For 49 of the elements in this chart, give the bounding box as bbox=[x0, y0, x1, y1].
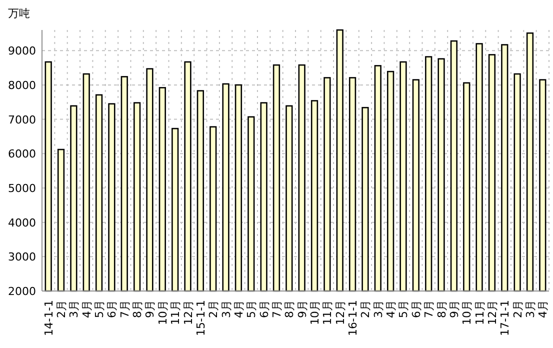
x-tick-label: 6月 bbox=[410, 300, 423, 318]
x-tick-label: 17-1-1 bbox=[498, 300, 512, 336]
x-tick-label: 9月 bbox=[296, 300, 309, 318]
y-tick-label: 9000 bbox=[8, 44, 36, 58]
x-tick-label: 2月 bbox=[55, 300, 68, 318]
y-axis-title: 万吨 bbox=[8, 7, 30, 20]
x-tick-label: 4月 bbox=[384, 300, 398, 318]
y-tick-label: 6000 bbox=[8, 148, 36, 161]
x-tick-label: 8月 bbox=[283, 300, 296, 318]
x-tick-label: 9月 bbox=[144, 300, 157, 318]
y-tick-label: 4000 bbox=[8, 216, 36, 230]
x-tick-label: 14-1-1 bbox=[42, 300, 56, 336]
x-tick-label: 2月 bbox=[359, 300, 372, 318]
y-tick-label: 3000 bbox=[8, 250, 36, 264]
x-tick-label: 11月 bbox=[473, 300, 486, 325]
x-tick-label: 5月 bbox=[397, 300, 410, 318]
x-tick-label: 2月 bbox=[511, 300, 524, 318]
x-tick-label: 2月 bbox=[207, 300, 220, 318]
x-tick-label: 7月 bbox=[118, 300, 132, 318]
x-tick-label: 3月 bbox=[220, 300, 233, 318]
x-tick-label: 4月 bbox=[80, 300, 94, 318]
x-tick-label: 9月 bbox=[448, 300, 461, 318]
x-tick-label: 10月 bbox=[156, 300, 170, 325]
x-tick-label: 15-1-1 bbox=[194, 300, 208, 336]
x-tick-label: 4月 bbox=[232, 300, 246, 318]
x-tick-label: 6月 bbox=[258, 300, 271, 318]
x-tick-label: 11月 bbox=[321, 300, 334, 325]
x-tick-label: 8月 bbox=[435, 300, 448, 318]
x-tick-label: 10月 bbox=[460, 300, 474, 325]
x-tick-label: 8月 bbox=[131, 300, 144, 318]
x-tick-label: 5月 bbox=[245, 300, 258, 318]
y-tick-label: 8000 bbox=[8, 78, 36, 92]
x-tick-label: 6月 bbox=[106, 300, 119, 318]
x-tick-label: 7月 bbox=[270, 300, 284, 318]
x-tick-label: 12月 bbox=[486, 300, 499, 325]
x-tick-label: 5月 bbox=[93, 300, 106, 318]
x-tick-label: 10月 bbox=[308, 300, 322, 325]
x-tick-label: 7月 bbox=[422, 300, 436, 318]
y-tick-label: 5000 bbox=[8, 182, 36, 195]
x-tick-label: 3月 bbox=[524, 300, 537, 318]
x-tick-label: 3月 bbox=[68, 300, 81, 318]
x-tick-label: 4月 bbox=[536, 300, 550, 318]
x-tick-label: 11月 bbox=[169, 300, 182, 325]
y-tick-label: 7000 bbox=[8, 113, 36, 126]
x-tick-label: 3月 bbox=[372, 300, 385, 318]
x-tick-label: 12月 bbox=[182, 300, 195, 325]
x-tick-label: 12月 bbox=[334, 300, 347, 325]
x-tick-label: 16-1-1 bbox=[346, 300, 360, 336]
y-tick-label: 2000 bbox=[8, 285, 36, 298]
